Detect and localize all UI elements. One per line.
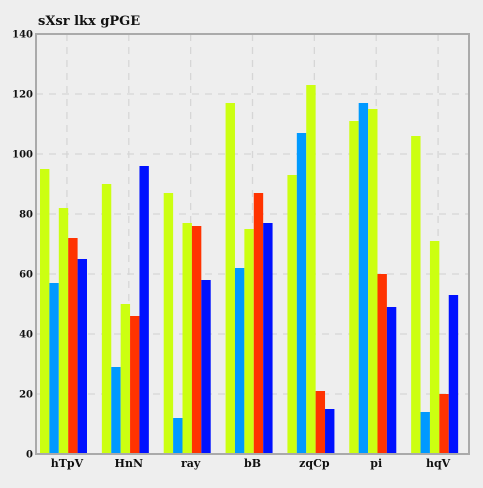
bar-bB-series-4	[253, 193, 264, 454]
bar-hTpV-series-1	[40, 169, 50, 454]
bar-ray-series-5	[201, 280, 211, 454]
plot-area-frame	[35, 33, 470, 455]
bar-bB-series-5	[263, 223, 273, 454]
bar-hTpV-series-2	[49, 283, 59, 454]
x-axis-ticks: hTpV HnN ray bB zqCp pi hqV	[51, 457, 451, 470]
bar-ray-series-4	[191, 226, 202, 454]
bar-bB-series-2	[234, 268, 245, 454]
x-tick-label: bB	[244, 457, 261, 470]
bar-pi-series-3	[368, 109, 378, 454]
bar-hTpV-series-5	[77, 259, 87, 454]
x-tick-label: hqV	[426, 457, 451, 470]
x-tick-label: ray	[181, 457, 201, 470]
bar-pi-series-5	[386, 307, 397, 454]
y-tick-label: 140	[12, 30, 33, 41]
bar-HnN-series-5	[139, 166, 149, 454]
bar-pi-series-4	[377, 274, 387, 454]
y-tick-label: 0	[26, 450, 33, 461]
bar-bB-series-3	[244, 229, 254, 454]
chart-title: sXsr lkx gPGE	[38, 14, 140, 29]
bar-zqCp-series-2	[296, 133, 307, 454]
bar-hTpV-series-4	[68, 238, 78, 454]
bar-ray-series-1	[163, 193, 174, 454]
x-tick-label: hTpV	[51, 457, 84, 470]
y-tick-label: 80	[19, 210, 33, 221]
bar-zqCp-series-3	[306, 85, 316, 454]
bar-pi-series-2	[358, 103, 369, 454]
bars	[40, 85, 459, 454]
bar-hqV-series-5	[448, 295, 459, 454]
bar-HnN-series-3	[120, 304, 131, 454]
bar-hqV-series-1	[411, 136, 421, 454]
bar-zqCp-series-4	[315, 391, 326, 454]
bar-ray-series-2	[173, 418, 183, 454]
bar-hqV-series-3	[429, 241, 440, 454]
bar-hqV-series-4	[439, 394, 449, 454]
bar-ray-series-3	[182, 223, 192, 454]
bar-bB-series-1	[225, 103, 235, 454]
bar-zqCp-series-5	[325, 409, 335, 454]
y-tick-label: 40	[19, 330, 33, 341]
x-tick-label: HnN	[115, 457, 143, 470]
y-tick-label: 60	[19, 270, 33, 281]
bar-HnN-series-4	[130, 316, 140, 454]
y-tick-label: 100	[12, 150, 33, 161]
bar-zqCp-series-1	[287, 175, 297, 454]
bar-HnN-series-1	[101, 184, 112, 454]
y-axis-ticks: 0 20 40 60 80 100 120 140	[12, 30, 33, 461]
bar-pi-series-1	[349, 121, 359, 454]
y-tick-label: 20	[19, 390, 33, 401]
bar-HnN-series-2	[111, 367, 121, 454]
x-tick-label: zqCp	[299, 457, 330, 470]
bar-hTpV-series-3	[58, 208, 69, 454]
y-tick-label: 120	[12, 90, 33, 101]
bar-hqV-series-2	[420, 412, 430, 454]
x-tick-label: pi	[370, 457, 382, 470]
